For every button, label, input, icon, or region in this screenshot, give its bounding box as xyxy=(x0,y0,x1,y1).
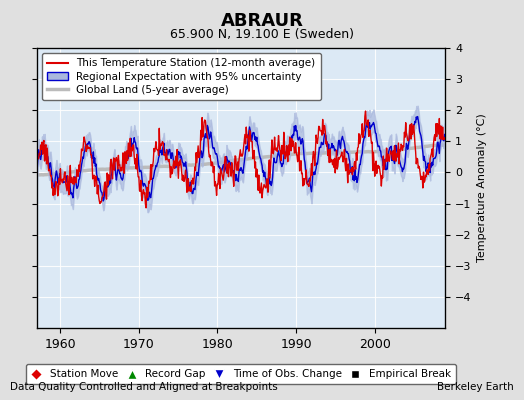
Text: Berkeley Earth: Berkeley Earth xyxy=(437,382,514,392)
Text: 65.900 N, 19.100 E (Sweden): 65.900 N, 19.100 E (Sweden) xyxy=(170,28,354,41)
Legend: Station Move, Record Gap, Time of Obs. Change, Empirical Break: Station Move, Record Gap, Time of Obs. C… xyxy=(26,364,456,384)
Text: Data Quality Controlled and Aligned at Breakpoints: Data Quality Controlled and Aligned at B… xyxy=(10,382,278,392)
Text: ABRAUR: ABRAUR xyxy=(221,12,303,30)
Y-axis label: Temperature Anomaly (°C): Temperature Anomaly (°C) xyxy=(477,114,487,262)
